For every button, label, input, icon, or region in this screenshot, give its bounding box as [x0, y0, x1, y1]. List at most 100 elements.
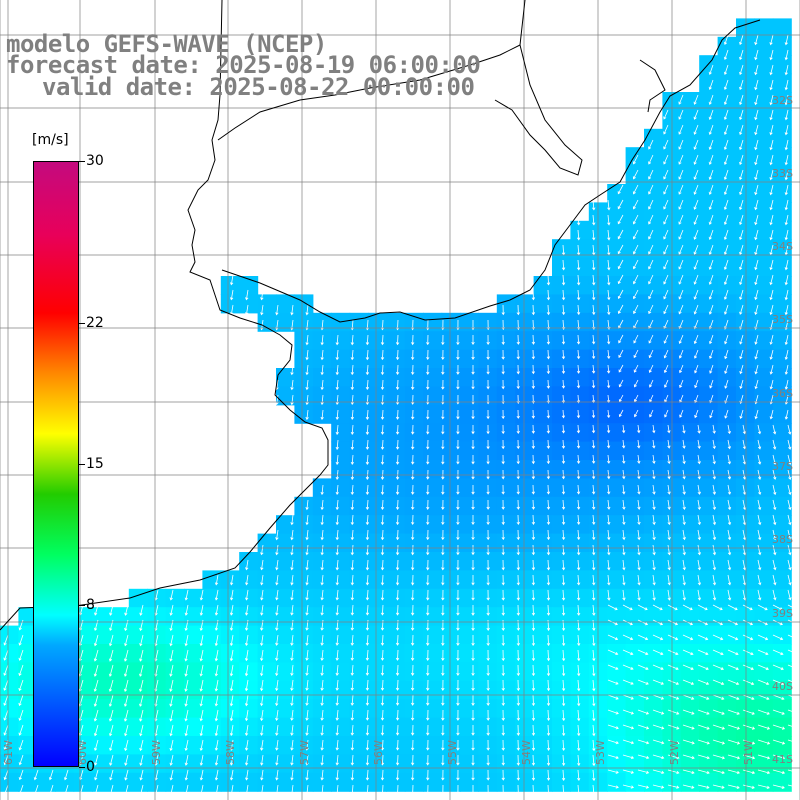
wind-arrow	[486, 724, 490, 736]
wind-arrow	[682, 544, 686, 556]
wind-arrow	[531, 574, 536, 586]
wind-arrow	[456, 529, 460, 541]
wind-arrow	[380, 364, 385, 376]
wind-arrow	[633, 334, 639, 344]
wind-arrow	[784, 34, 789, 46]
wind-arrow	[652, 769, 665, 774]
wind-arrow	[697, 604, 708, 611]
speed-cell	[257, 607, 277, 627]
wind-arrow	[754, 34, 759, 46]
lon-label: 54W	[520, 740, 533, 765]
speed-cell	[644, 202, 663, 222]
wind-arrow	[633, 304, 639, 315]
speed-cell	[441, 552, 461, 571]
wind-arrow	[365, 424, 370, 435]
speed-cell	[128, 644, 148, 663]
wind-arrow	[561, 349, 566, 360]
wind-arrow	[667, 739, 680, 745]
wind-arrow	[576, 394, 581, 404]
speed-cell	[239, 680, 259, 700]
speed-cell	[386, 662, 406, 682]
speed-cell	[699, 73, 719, 93]
speed-cell	[110, 662, 130, 682]
speed-cell	[239, 717, 259, 737]
speed-cell	[404, 680, 424, 700]
speed-cell	[625, 349, 645, 369]
wind-arrow	[723, 64, 729, 75]
speed-cell	[680, 552, 700, 571]
wind-arrow	[290, 364, 294, 376]
wind-arrow	[395, 394, 400, 405]
wind-arrow	[622, 514, 626, 526]
wind-arrow	[622, 694, 634, 700]
wind-arrow	[456, 664, 460, 677]
wind-arrow	[395, 514, 400, 526]
wind-arrow	[139, 769, 144, 781]
wind-arrow	[617, 274, 624, 285]
wind-arrow	[637, 649, 649, 656]
wind-arrow	[577, 634, 581, 647]
wind-arrow	[516, 349, 520, 360]
wind-arrow	[531, 634, 536, 647]
wind-arrow	[769, 124, 774, 136]
speed-cell	[349, 588, 369, 608]
wind-arrow	[531, 754, 536, 766]
wind-arrow	[139, 694, 144, 707]
wind-arrow	[712, 499, 717, 511]
wind-arrow	[723, 229, 729, 240]
wind-arrow	[561, 259, 566, 271]
wind-arrow	[471, 335, 475, 346]
speed-cell	[331, 644, 351, 663]
speed-cell	[625, 588, 645, 608]
wind-arrow	[411, 559, 415, 571]
speed-cell	[165, 736, 185, 755]
wind-arrow	[320, 724, 324, 736]
speed-cell	[754, 276, 774, 295]
wind-arrow	[561, 709, 566, 722]
speed-cell	[736, 257, 755, 277]
wind-arrow	[365, 604, 370, 616]
speed-cell	[184, 736, 203, 755]
wind-arrow	[516, 754, 520, 766]
wind-arrow	[290, 559, 294, 571]
speed-cell	[110, 644, 130, 663]
speed-cell	[515, 404, 535, 424]
wind-arrow	[637, 424, 641, 434]
wind-arrow	[769, 304, 774, 316]
speed-cell	[349, 331, 369, 351]
speed-cell	[736, 515, 755, 535]
wind-arrow	[516, 544, 520, 556]
speed-cell	[754, 147, 774, 167]
wind-arrow	[275, 544, 279, 556]
speed-cell	[754, 662, 774, 682]
speed-cell	[496, 533, 516, 553]
speed-cell	[423, 607, 443, 627]
speed-cell	[128, 699, 148, 719]
speed-cell	[441, 736, 461, 755]
wind-arrow	[275, 784, 279, 796]
wind-arrow	[754, 64, 759, 76]
wind-arrow	[516, 514, 520, 526]
speed-cell	[349, 441, 369, 461]
speed-cell	[533, 533, 553, 553]
speed-cell	[717, 165, 737, 185]
speed-cell	[625, 294, 645, 314]
speed-cell	[625, 552, 645, 571]
wind-arrow	[723, 274, 729, 286]
wind-arrow	[784, 334, 789, 346]
wind-arrow	[350, 349, 355, 361]
speed-cell	[404, 772, 424, 792]
speed-cell	[202, 588, 222, 608]
speed-cell	[772, 349, 792, 369]
speed-cell	[312, 312, 332, 332]
wind-arrow	[637, 784, 650, 789]
wind-arrow	[365, 544, 370, 556]
wind-arrow	[607, 634, 619, 641]
wind-arrow	[471, 530, 475, 541]
wind-arrow	[139, 604, 144, 616]
wind-arrow	[471, 470, 475, 480]
wind-arrow	[754, 409, 759, 420]
speed-cell	[404, 478, 424, 498]
wind-arrow	[727, 469, 732, 480]
wind-arrow	[335, 529, 339, 541]
